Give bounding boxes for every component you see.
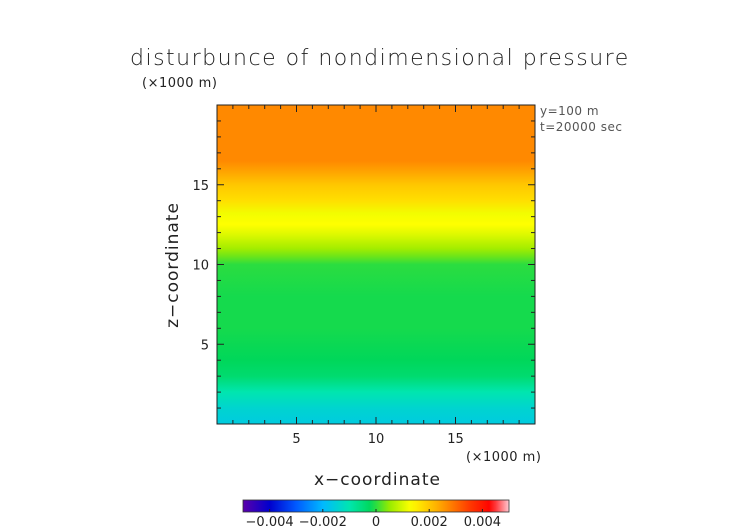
y-axis-unit: (×1000 m) xyxy=(142,76,218,91)
x-tick-label: 10 xyxy=(368,432,385,447)
x-tick-label: 5 xyxy=(292,432,300,447)
colorbar-tick-label: −0.004 xyxy=(246,515,294,530)
x-axis-ticks: 5 10 15 xyxy=(232,105,520,447)
x-axis-label: x−coordinate xyxy=(314,470,441,490)
colorbar-tick-label: 0.002 xyxy=(411,515,448,530)
annotation-time: t=20000 sec xyxy=(540,120,623,134)
colorbar-tick-label: 0.004 xyxy=(464,515,501,530)
colorbar xyxy=(243,500,509,512)
colorbar-tick-label: −0.002 xyxy=(299,515,347,530)
y-tick-label: 10 xyxy=(192,259,209,274)
colorbar-tick-label: 0 xyxy=(372,515,380,530)
annotation-y-position: y=100 m xyxy=(540,104,600,118)
y-tick-label: 5 xyxy=(201,338,209,353)
x-tick-label: 15 xyxy=(447,432,464,447)
colorbar-ticks: −0.004 −0.002 0 0.002 0.004 xyxy=(246,509,501,530)
x-axis-unit: (×1000 m) xyxy=(466,450,542,465)
chart-title: disturbunce of nondimensional pressure xyxy=(130,46,630,71)
pressure-field xyxy=(217,105,535,424)
y-axis-ticks: 5 10 15 xyxy=(192,120,535,409)
y-tick-label: 15 xyxy=(192,179,209,194)
